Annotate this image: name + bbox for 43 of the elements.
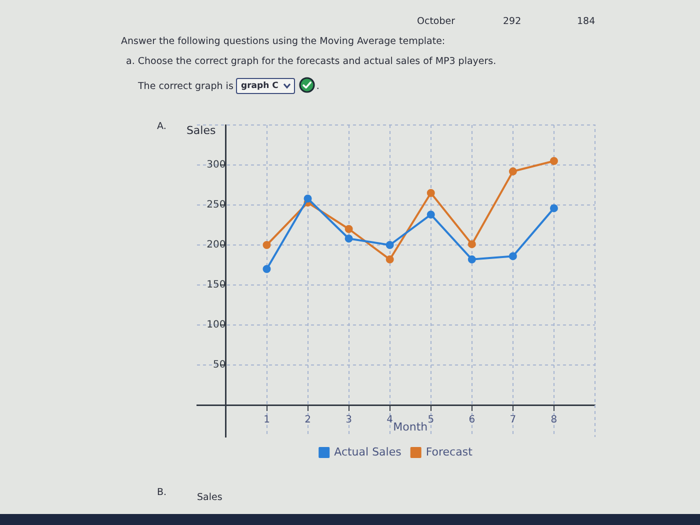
x-tick-label: 4 bbox=[386, 414, 394, 426]
text: A. bbox=[157, 120, 166, 133]
point bbox=[468, 240, 476, 248]
x-axis-title: Month bbox=[393, 420, 428, 434]
point bbox=[550, 204, 558, 212]
point bbox=[468, 255, 476, 264]
point bbox=[304, 194, 312, 203]
y-tick-label: 150 bbox=[206, 280, 226, 291]
point bbox=[262, 265, 271, 273]
text: Answer the following questions using the Moving Average template: bbox=[121, 35, 446, 48]
y-axis-title: Sales bbox=[186, 124, 216, 137]
legend-label: Forecast bbox=[426, 445, 474, 458]
text: 184 bbox=[577, 15, 596, 28]
point bbox=[508, 252, 517, 260]
y-tick-label: 200 bbox=[206, 240, 226, 251]
point bbox=[550, 157, 558, 165]
x-tick-label: 6 bbox=[468, 414, 476, 426]
text: B. bbox=[157, 486, 167, 499]
point bbox=[508, 167, 517, 176]
y-tick-label: 100 bbox=[206, 320, 226, 331]
point bbox=[344, 234, 353, 243]
point bbox=[344, 225, 353, 233]
text: October bbox=[417, 15, 456, 28]
text: The correct graph is bbox=[138, 80, 234, 93]
legend-label: Actual Sales bbox=[334, 445, 402, 458]
point bbox=[386, 255, 394, 264]
point bbox=[426, 210, 435, 219]
x-tick-label: 8 bbox=[550, 414, 558, 426]
text: Sales bbox=[197, 491, 222, 504]
x-tick-label: 7 bbox=[510, 414, 516, 426]
text: 292 bbox=[503, 15, 522, 28]
x-tick-label: 5 bbox=[428, 414, 434, 426]
text: a. Choose the correct graph for the forecasts and actual sales of MP3 players. bbox=[126, 55, 496, 68]
x-tick-label: 1 bbox=[264, 414, 270, 426]
point bbox=[426, 189, 435, 197]
dropdown: graph C bbox=[236, 78, 296, 94]
x-tick-label: 2 bbox=[304, 414, 311, 426]
point bbox=[262, 241, 271, 249]
text: . bbox=[316, 80, 320, 93]
y-tick-label: 250 bbox=[206, 200, 226, 211]
x-tick-label: 3 bbox=[346, 414, 352, 426]
y-tick-label: 300 bbox=[206, 160, 226, 171]
point bbox=[386, 241, 394, 249]
